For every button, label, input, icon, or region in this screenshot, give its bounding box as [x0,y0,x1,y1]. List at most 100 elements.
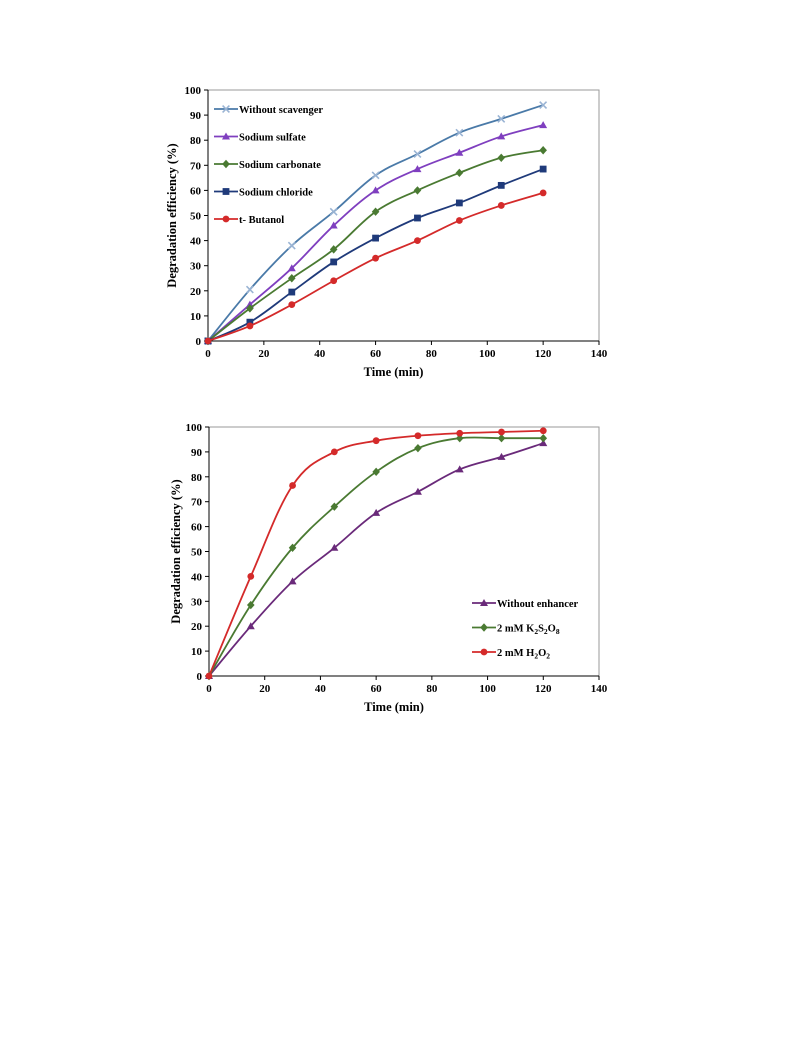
legend: Without scavenger Sodium sulfate Sodium ca… [214,105,323,226]
data-point-series-1 [287,264,296,272]
x-tick-label: 120 [535,348,552,360]
data-point-series-4 [246,322,254,330]
data-point-series-0 [455,465,464,473]
y-tick-label: 60 [190,185,202,197]
data-point-series-2 [205,672,213,680]
x-tick-label: 60 [370,348,382,360]
data-point-series-1 [497,132,506,140]
data-point-series-1 [455,148,464,156]
y-tick-label: 20 [191,621,203,633]
legend-swatch-marker [222,132,230,140]
data-point-series-2 [289,482,296,489]
series-4 [204,189,547,345]
y-tick-label: 40 [191,571,203,583]
legend-swatch-marker [222,159,230,169]
data-point-series-1 [414,443,422,453]
series-1 [205,434,548,681]
data-point-series-0 [288,577,297,585]
legend-entry-part: S [538,624,544,635]
y-tick-label: 100 [186,422,203,434]
x-tick-label: 0 [206,683,212,695]
y-tick-label: 60 [191,522,203,534]
data-point-series-3 [539,165,547,173]
y-tick-label: 20 [190,286,202,298]
data-point-series-0 [455,128,464,137]
data-point-series-0 [246,622,255,630]
series-3 [204,165,547,345]
x-tick-label: 80 [426,348,438,360]
legend-swatch-marker [222,105,230,113]
legend-entry-part: 8 [556,627,560,636]
y-tick-label: 10 [190,311,202,323]
chart-panel-enhancers: 0 10 20 30 40 50 60 70 80 90 100 0 20 40 60 80 100 120 140… [0,405,793,735]
x-tick-label: 20 [259,683,271,695]
data-point-series-0 [329,207,338,216]
data-point-series-2 [247,573,255,580]
y-tick-label: 0 [197,671,203,683]
y-tick-label: 50 [190,211,202,223]
data-point-series-0 [245,285,254,294]
series-line-1 [207,124,544,342]
legend-entry-part: 2 mM K [497,624,535,635]
data-point-series-2 [539,146,547,155]
data-point-series-2 [371,207,380,216]
data-point-series-0 [413,150,422,158]
data-point-series-3 [330,258,338,266]
data-point-series-2 [497,153,506,162]
data-point-series-4 [539,189,547,197]
legend-entry-part: O [538,648,546,659]
data-point-series-2 [246,304,254,313]
y-tick-label: 40 [190,236,202,248]
data-point-series-2 [498,428,505,436]
x-tick-label: 40 [314,348,326,360]
data-point-series-2 [414,432,422,440]
y-tick-label: 100 [185,85,202,97]
x-axis-title: Time (min) [364,365,424,379]
series-line-1 [208,436,544,677]
y-axis-title: Degradation efficiency (%) [165,143,179,287]
x-tick-label: 100 [479,683,496,695]
legend-entry-part: 2 [534,627,538,636]
data-point-series-1 [372,467,380,477]
x-tick-label: 0 [205,348,211,360]
x-tick-label: 140 [591,348,608,360]
data-point-series-4 [455,217,463,224]
plot-area-frame [208,426,600,677]
data-point-series-2 [456,429,464,437]
legend-swatch-marker [222,215,230,223]
x-tick-label: 120 [535,683,552,695]
legend-entry-part: O [548,624,556,635]
data-point-series-3 [497,181,505,189]
legend-entry: Sodium carbonate [239,160,321,171]
data-point-series-4 [330,277,338,285]
x-tick-label: 80 [426,683,438,695]
data-point-series-0 [330,543,339,551]
series-line-0 [208,442,544,677]
data-point-series-2 [329,245,338,254]
data-point-series-1 [371,186,380,194]
data-point-series-0 [287,241,296,250]
data-point-series-3 [288,288,296,296]
legend-entry-part: 2 [534,652,538,661]
chart-scavengers-svg: 0 10 20 30 40 50 60 70 80 90 100 0 20 40 60 80 100 120 140… [165,85,608,379]
data-point-series-0 [539,101,548,110]
series-line-2 [208,429,544,677]
y-tick-label: 90 [191,447,203,459]
legend-entry-part: 2 [546,652,550,661]
data-point-series-2 [287,274,296,283]
y-tick-label: 80 [191,472,203,484]
data-point-series-0 [372,508,381,516]
legend-entry: Sodium chloride [239,188,313,199]
y-tick-label: 10 [191,646,203,658]
legend-entry: t- Butanol [239,215,284,226]
legend-swatch-marker [480,648,488,656]
data-point-series-4 [372,254,379,262]
legend-swatch-marker [480,599,488,606]
chart-panel-scavengers: 0 10 20 30 40 50 60 70 80 90 100 0 20 40 60 80 100 120 140… [0,0,793,400]
data-point-series-0 [497,452,506,460]
legend-entry-part: Without enhancer [497,599,579,610]
y-tick-label: 30 [190,261,202,273]
data-point-series-0 [539,439,548,447]
data-point-series-2 [330,448,338,456]
